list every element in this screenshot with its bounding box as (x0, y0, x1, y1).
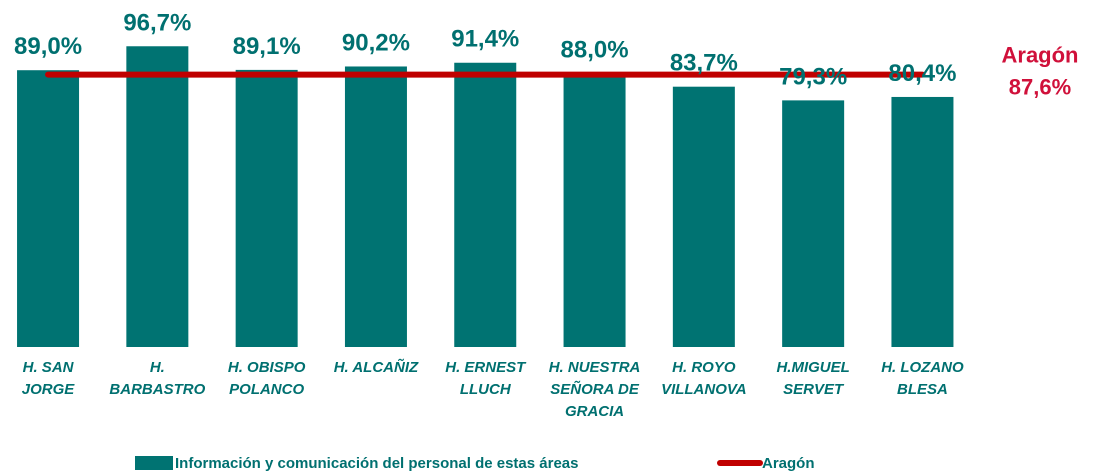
value-label: 88,0% (561, 36, 629, 63)
value-label: 79,3% (779, 63, 847, 90)
bar (563, 73, 626, 347)
x-tick-label: H. SAN JORGE (21, 359, 75, 398)
bar (454, 62, 517, 347)
value-label: 89,0% (14, 33, 82, 60)
reference-label: 87,6% (1009, 75, 1071, 100)
bar (672, 86, 735, 348)
legend-label: Aragón (762, 455, 815, 472)
x-tick-label: H.MIGUEL SERVET (776, 359, 850, 398)
x-tick-label: H. OBISPO POLANCO (227, 359, 306, 398)
x-tick-label: H. ERNEST LLUCH (445, 359, 526, 398)
x-tick-label: H. NUESTRA SEÑORA DE GRACIA (548, 359, 641, 420)
bar (235, 69, 298, 348)
value-label: 90,2% (342, 29, 410, 56)
x-tick-label: H. ROYO VILLANOVA (661, 359, 747, 398)
legend-swatch (135, 456, 173, 470)
value-label: 96,7% (123, 9, 191, 36)
bar (126, 46, 189, 347)
legend-label: Información y comunicación del personal … (175, 455, 578, 472)
x-tick-label: H. BARBASTRO (109, 359, 206, 398)
value-label: 80,4% (888, 60, 956, 87)
x-tick-label: H. LOZANO BLESA (881, 359, 964, 398)
bar (17, 70, 80, 348)
reference-name: Aragón (1002, 43, 1079, 68)
value-label: 89,1% (233, 33, 301, 60)
x-tick-label: H. ALCAÑIZ (333, 359, 419, 376)
value-label: 83,7% (670, 50, 738, 77)
value-label: 91,4% (451, 26, 519, 53)
bar (891, 96, 954, 348)
bar (344, 66, 407, 347)
bar (782, 100, 845, 347)
